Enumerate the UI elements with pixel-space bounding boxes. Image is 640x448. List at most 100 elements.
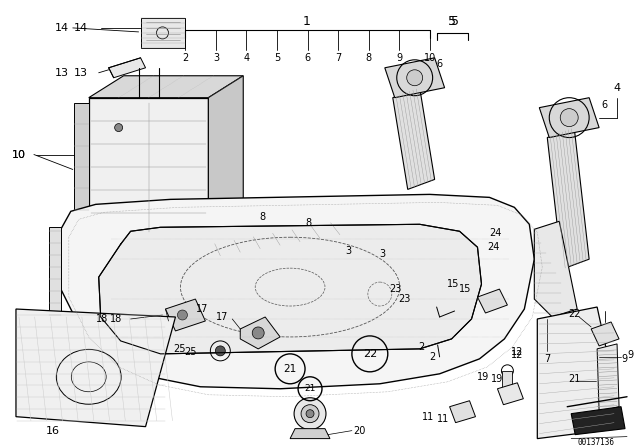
Text: 6: 6	[436, 59, 443, 69]
Text: 18: 18	[109, 314, 122, 324]
Polygon shape	[109, 58, 145, 78]
Polygon shape	[290, 429, 330, 439]
Text: 22: 22	[363, 349, 377, 359]
Ellipse shape	[191, 246, 200, 260]
Text: 10: 10	[424, 53, 436, 63]
Polygon shape	[429, 277, 461, 307]
Text: 5: 5	[451, 15, 459, 28]
Polygon shape	[99, 224, 481, 354]
Polygon shape	[547, 128, 589, 269]
Text: 8: 8	[259, 212, 265, 222]
Text: 00137136: 00137136	[578, 438, 614, 447]
Text: 5: 5	[447, 15, 456, 28]
Text: 13: 13	[55, 68, 68, 78]
Text: 10: 10	[12, 150, 26, 159]
Polygon shape	[458, 239, 488, 267]
Text: 17: 17	[216, 312, 228, 322]
Text: 9: 9	[621, 354, 627, 364]
Text: 19: 19	[492, 374, 504, 384]
Circle shape	[407, 70, 422, 86]
Text: 11: 11	[422, 412, 435, 422]
Polygon shape	[534, 221, 577, 317]
Text: 22: 22	[568, 309, 580, 319]
Circle shape	[252, 327, 264, 339]
Text: 10: 10	[12, 150, 26, 159]
Polygon shape	[385, 58, 445, 98]
Polygon shape	[429, 321, 458, 345]
Text: 7: 7	[544, 354, 550, 364]
Text: 4: 4	[243, 53, 250, 63]
Text: 3: 3	[346, 246, 352, 256]
Text: 8: 8	[305, 218, 311, 228]
Polygon shape	[591, 322, 619, 346]
Circle shape	[306, 410, 314, 418]
Text: 16: 16	[46, 426, 60, 435]
Circle shape	[560, 109, 578, 127]
Polygon shape	[350, 247, 378, 269]
Text: 23: 23	[399, 294, 411, 304]
Text: 15: 15	[460, 284, 472, 294]
Text: 6: 6	[305, 53, 310, 63]
Text: 25: 25	[173, 344, 186, 354]
Polygon shape	[166, 299, 205, 331]
Circle shape	[177, 310, 188, 320]
Polygon shape	[540, 98, 599, 138]
Text: 24: 24	[490, 228, 502, 238]
Text: 12: 12	[511, 350, 524, 360]
Polygon shape	[497, 383, 524, 405]
Polygon shape	[16, 309, 175, 426]
Polygon shape	[572, 407, 625, 435]
Text: 2: 2	[182, 53, 189, 63]
Text: 4: 4	[614, 83, 621, 93]
Polygon shape	[49, 227, 61, 319]
Text: 3: 3	[380, 249, 386, 259]
Text: 24: 24	[488, 242, 500, 252]
Text: 12: 12	[511, 347, 524, 357]
Circle shape	[115, 124, 123, 132]
Text: 20: 20	[353, 426, 365, 435]
Polygon shape	[449, 401, 476, 422]
Text: 17: 17	[196, 304, 209, 314]
Text: 11: 11	[436, 414, 449, 424]
Text: 2: 2	[419, 342, 425, 352]
Text: 21: 21	[284, 364, 297, 374]
Text: 3: 3	[213, 53, 219, 63]
Text: 21: 21	[305, 384, 316, 393]
Text: 7: 7	[335, 53, 341, 63]
Circle shape	[175, 203, 182, 211]
Circle shape	[294, 398, 326, 430]
Text: 8: 8	[365, 53, 372, 63]
Text: 5: 5	[274, 53, 280, 63]
Polygon shape	[477, 289, 508, 313]
Polygon shape	[74, 103, 89, 232]
Polygon shape	[89, 98, 209, 237]
Text: 23: 23	[389, 284, 402, 294]
Text: 19: 19	[477, 372, 490, 382]
Text: 18: 18	[97, 314, 109, 324]
Text: 14: 14	[74, 23, 88, 33]
Text: 13: 13	[74, 68, 88, 78]
Circle shape	[301, 405, 319, 422]
Polygon shape	[209, 76, 243, 237]
Text: 21: 21	[568, 374, 580, 384]
Text: 25: 25	[184, 347, 196, 357]
Text: 2: 2	[429, 352, 436, 362]
Polygon shape	[393, 88, 435, 190]
Ellipse shape	[351, 218, 359, 232]
Text: 1: 1	[303, 15, 311, 28]
Text: 6: 6	[601, 99, 607, 110]
Text: 14: 14	[54, 23, 68, 33]
Polygon shape	[240, 317, 280, 349]
Polygon shape	[195, 220, 360, 259]
Polygon shape	[538, 307, 617, 439]
Polygon shape	[79, 237, 223, 247]
Text: 9: 9	[396, 53, 402, 63]
Text: 15: 15	[447, 279, 460, 289]
Polygon shape	[502, 371, 513, 389]
Polygon shape	[141, 18, 186, 48]
Polygon shape	[597, 344, 619, 412]
Circle shape	[215, 346, 225, 356]
Text: 9: 9	[627, 350, 633, 360]
Polygon shape	[61, 194, 534, 389]
Polygon shape	[89, 76, 243, 98]
